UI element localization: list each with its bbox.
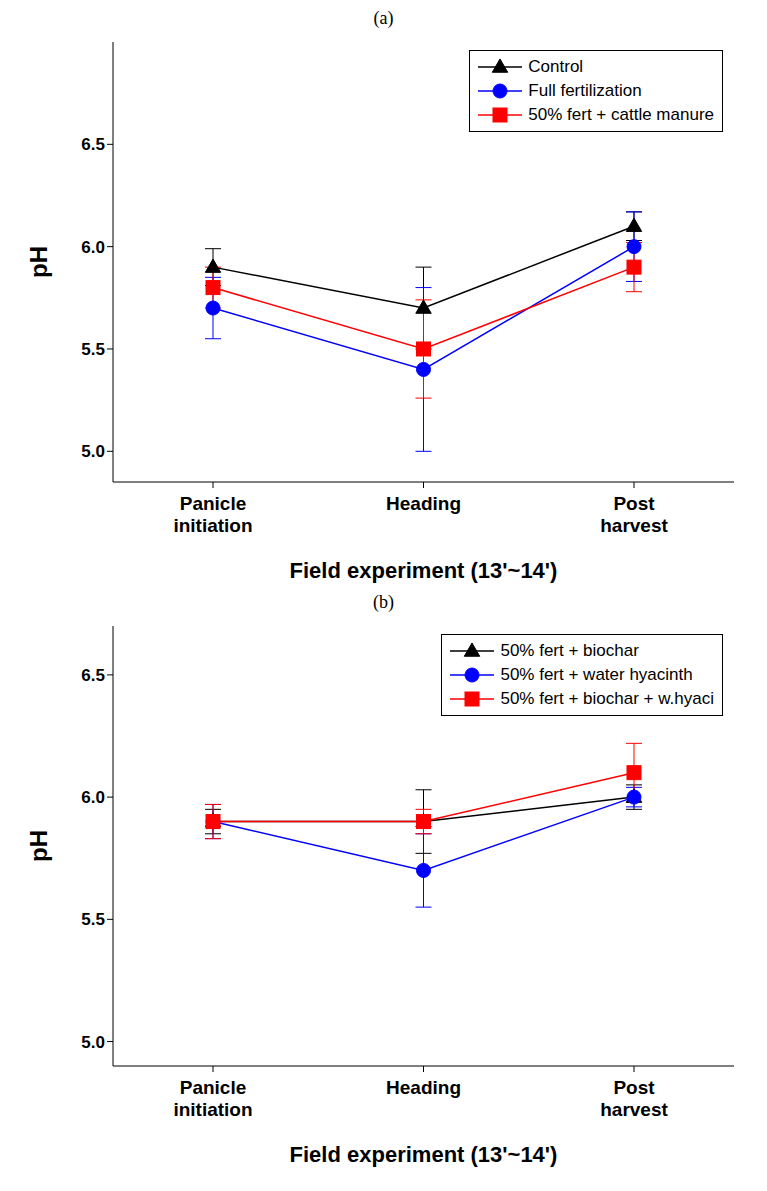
html-text:Control: Control: [528, 57, 584, 76]
svg-text:5.5: 5.5: [81, 910, 105, 929]
svg-text:Panicleinitiation: Panicleinitiation: [173, 1077, 252, 1120]
html-text:Full fertilization: Full fertilization: [528, 81, 642, 100]
svg-text:5.5: 5.5: [81, 340, 105, 359]
svg-text:Postharvest: Postharvest: [600, 493, 668, 536]
svg-text:5.0: 5.0: [81, 1033, 105, 1052]
svg-text:6.5: 6.5: [81, 666, 105, 685]
svg-text:pH: pH: [25, 246, 52, 278]
html-text:50% fert + water hyacinth: 50% fert + water hyacinth: [500, 665, 693, 684]
html-text:50% fert + biochar + w.hyaci: 50% fert + biochar + w.hyaci: [500, 689, 714, 708]
svg-text:Postharvest: Postharvest: [600, 1077, 668, 1120]
html-text:(a): (a): [373, 8, 394, 28]
svg-text:Heading: Heading: [386, 1077, 461, 1098]
svg-text:6.0: 6.0: [81, 788, 105, 807]
html-text:50% fert + cattle manure: 50% fert + cattle manure: [528, 105, 714, 124]
svg-text:6.5: 6.5: [81, 135, 105, 154]
svg-text:pH: pH: [25, 830, 52, 862]
html-text:50% fert + biochar: 50% fert + biochar: [500, 641, 639, 660]
svg-text:Field experiment (13'~14'): Field experiment (13'~14'): [290, 558, 558, 583]
html-text:(b): (b): [373, 592, 394, 612]
svg-text:6.0: 6.0: [81, 238, 105, 257]
svg-text:5.0: 5.0: [81, 442, 105, 461]
svg-text:Heading: Heading: [386, 493, 461, 514]
svg-text:Field experiment (13'~14'): Field experiment (13'~14'): [290, 1142, 558, 1167]
svg-text:Panicleinitiation: Panicleinitiation: [173, 493, 252, 536]
